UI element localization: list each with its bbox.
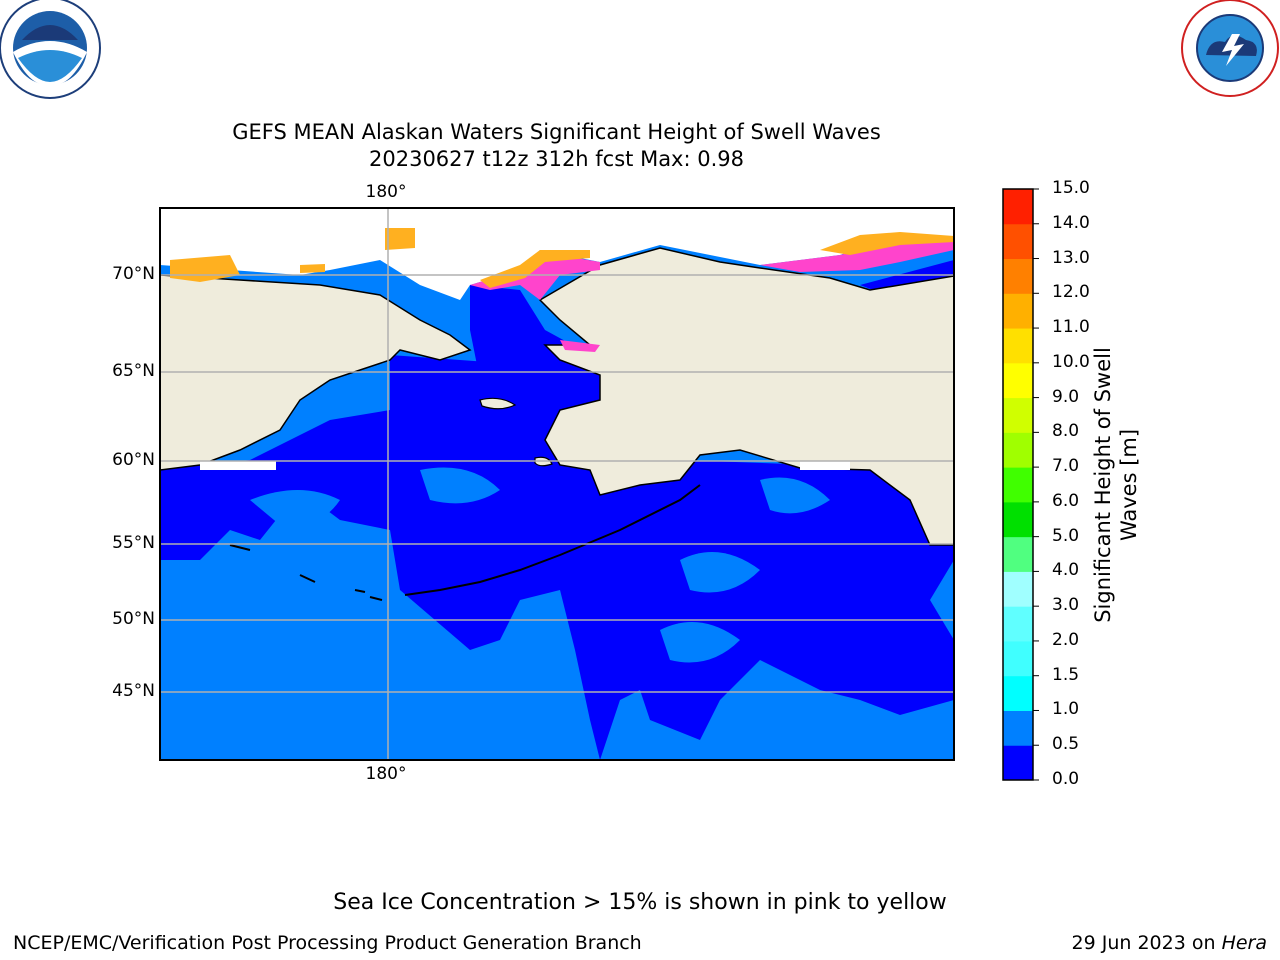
colorbar-tick-label: 12.0 xyxy=(1052,282,1090,302)
colorbar-segment xyxy=(1003,710,1033,745)
colorbar-tick-label: 7.0 xyxy=(1052,456,1079,476)
lon-label-bottom: 180° xyxy=(356,764,416,784)
colorbar-segment xyxy=(1003,259,1033,294)
colorbar-tick-label: 5.0 xyxy=(1052,526,1079,546)
colorbar-segment xyxy=(1003,745,1033,780)
colorbar-segment xyxy=(1003,432,1033,467)
map xyxy=(160,208,954,760)
colorbar-tick-label: 15.0 xyxy=(1052,178,1090,198)
colorbar-tick-label: 13.0 xyxy=(1052,248,1090,268)
colorbar-segment xyxy=(1003,363,1033,398)
colorbar-tick-label: 3.0 xyxy=(1052,595,1079,615)
colorbar-segment xyxy=(1003,189,1033,224)
lat-label: 50°N xyxy=(45,609,155,629)
colorbar-segment xyxy=(1003,606,1033,641)
chart-title: GEFS MEAN Alaskan Waters Significant Hei… xyxy=(0,119,1113,145)
sea-ice-note: Sea Ice Concentration > 15% is shown in … xyxy=(0,890,1280,915)
colorbar-label: Significant Height of Swell Waves [m] xyxy=(1090,347,1142,623)
colorbar-segment xyxy=(1003,537,1033,572)
colorbar-tick-label: 0.5 xyxy=(1052,734,1079,754)
colorbar-segment xyxy=(1003,224,1033,259)
colorbar-segment xyxy=(1003,293,1033,328)
lat-label: 45°N xyxy=(45,681,155,701)
colorbar-tick-label: 4.0 xyxy=(1052,560,1079,580)
colorbar xyxy=(1003,189,1039,781)
colorbar-tick-label: 9.0 xyxy=(1052,387,1079,407)
colorbar-tick-label: 6.0 xyxy=(1052,491,1079,511)
colorbar-tick-label: 11.0 xyxy=(1052,317,1090,337)
lat-label: 55°N xyxy=(45,533,155,553)
footer-date: 29 Jun 2023 on xyxy=(1072,932,1222,954)
noaa-logo xyxy=(0,0,100,98)
colorbar-tick-label: 8.0 xyxy=(1052,421,1079,441)
colorbar-segment xyxy=(1003,502,1033,537)
lat-label: 60°N xyxy=(45,450,155,470)
lon-label-top: 180° xyxy=(356,182,416,202)
lat-label: 70°N xyxy=(45,264,155,284)
footer-left: NCEP/EMC/Verification Post Processing Pr… xyxy=(13,932,642,954)
colorbar-label-line2: Waves [m] xyxy=(1116,347,1142,623)
lat-label: 65°N xyxy=(45,361,155,381)
colorbar-tick-label: 10.0 xyxy=(1052,352,1090,372)
colorbar-segment xyxy=(1003,571,1033,606)
colorbar-segment xyxy=(1003,398,1033,433)
colorbar-tick-label: 2.0 xyxy=(1052,630,1079,650)
nws-logo xyxy=(1182,0,1278,96)
colorbar-tick-label: 0.0 xyxy=(1052,769,1079,789)
colorbar-segment xyxy=(1003,641,1033,676)
chart-subtitle: 20230627 t12z 312h fcst Max: 0.98 xyxy=(0,146,1113,172)
colorbar-label-line1: Significant Height of Swell xyxy=(1090,347,1116,623)
colorbar-tick-label: 1.5 xyxy=(1052,665,1079,685)
colorbar-segment xyxy=(1003,328,1033,363)
colorbar-segment xyxy=(1003,676,1033,711)
footer-host: Hera xyxy=(1222,932,1267,954)
colorbar-tick-label: 14.0 xyxy=(1052,213,1090,233)
footer-right: 29 Jun 2023 on Hera xyxy=(1072,932,1267,954)
colorbar-segment xyxy=(1003,467,1033,502)
colorbar-tick-label: 1.0 xyxy=(1052,699,1079,719)
